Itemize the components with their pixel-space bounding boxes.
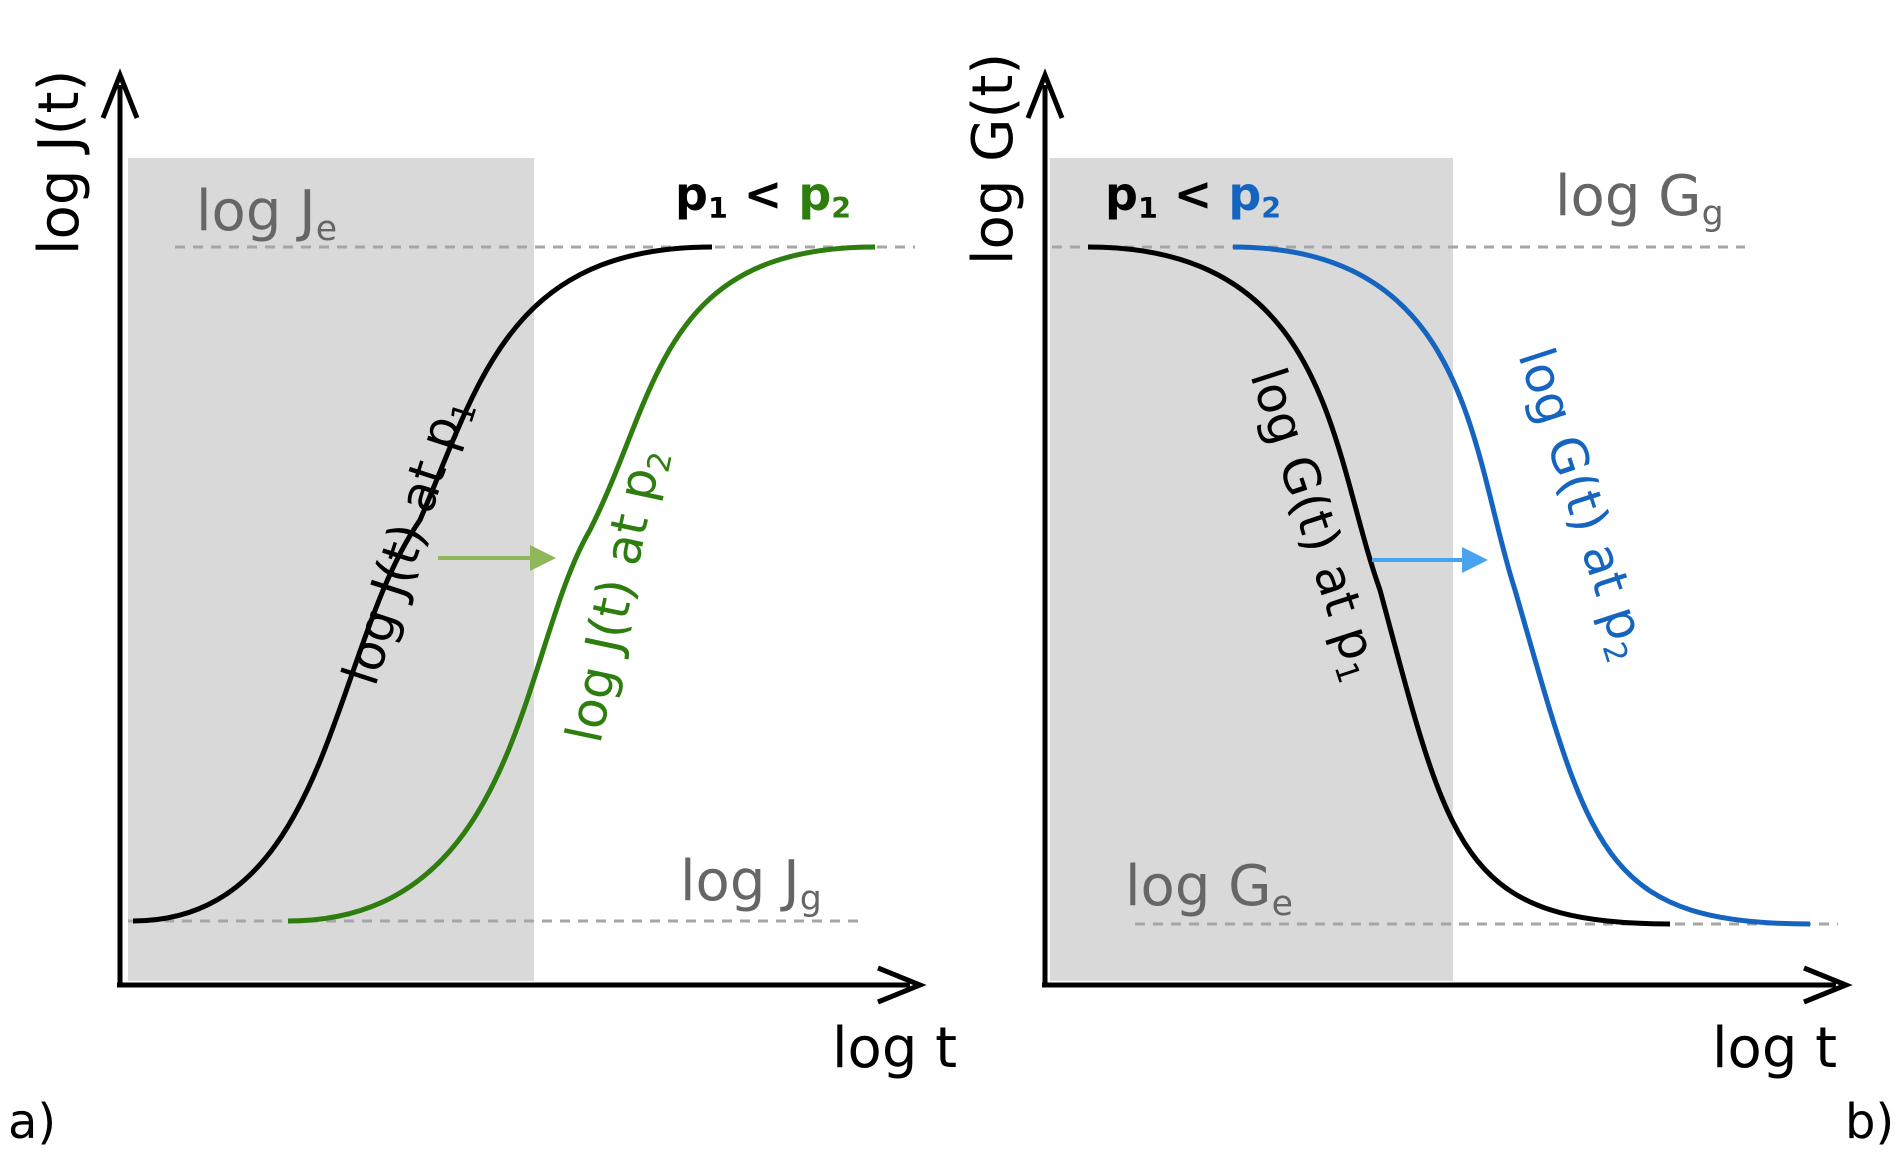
comparison-label-a: p1 < p2 [675,167,851,225]
curve-p2-label-a: log J(t) at p2 [555,443,680,749]
x-axis-label-a: log t [832,1016,957,1081]
shift-arrow-b [1372,547,1488,573]
lower-asymptote-label-b: log Ge [1125,854,1293,924]
panel-tag-a: a) [8,1094,56,1150]
y-axis-label-b: log G(t) [961,53,1026,265]
glassy-region-a [128,158,534,981]
x-axis-label-b: log t [1712,1016,1837,1081]
upper-asymptote-label-a: log Je [196,179,337,249]
curve-p2-a [287,244,876,924]
panel-a: log J(t) log t log Je log Jg p1 < p2 log… [8,68,957,1150]
curve-p1-b [1087,244,1671,927]
curve-p2-b [1232,244,1811,927]
lower-asymptote-label-a: log Jg [680,849,822,919]
panel-tag-b: b) [1845,1094,1894,1150]
upper-asymptote-label-b: log Gg [1555,164,1724,234]
axes-a [100,68,927,1005]
panel-b: log G(t) log t log Gg log Ge p1 < p2 log… [961,53,1894,1150]
axes-b [1025,68,1853,1005]
y-axis-label-a: log J(t) [27,70,92,255]
shift-arrow-a [438,545,556,571]
comparison-label-b: p1 < p2 [1105,167,1281,225]
curve-p1-a [132,244,713,924]
